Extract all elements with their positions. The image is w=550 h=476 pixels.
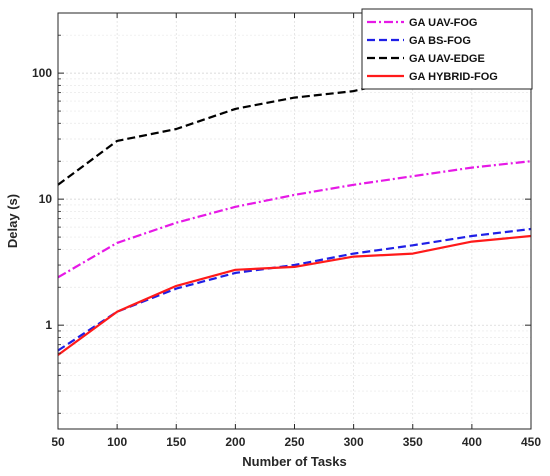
legend-label-ga-hybrid-fog: GA HYBRID-FOG: [409, 71, 498, 83]
x-tick-label: 200: [225, 435, 245, 449]
series-line-ga-hybrid-fog: [57, 234, 532, 356]
series-line-ga-uav-edge: [57, 64, 532, 186]
x-tick-label: 150: [166, 435, 186, 449]
x-tick-label: 100: [107, 435, 127, 449]
legend: GA UAV-FOG GA BS-FOG GA UAV-EDGE GA HYBRID-…: [361, 8, 533, 90]
series-lines: [57, 64, 532, 356]
tick-labels: 50 100 150 200 250 300 350 400 450 1 10 100: [32, 12, 541, 449]
x-axis-title: Number of Tasks: [242, 454, 347, 469]
x-tick-label: 50: [51, 435, 65, 449]
legend-label-ga-bs-fog: GA BS-FOG: [409, 35, 471, 47]
x-tick-label: 300: [344, 435, 364, 449]
legend-label-ga-uav-edge: GA UAV-EDGE: [409, 53, 485, 65]
x-tick-label: 250: [284, 435, 304, 449]
legend-label-ga-uav-fog: GA UAV-FOG: [409, 17, 477, 29]
x-tick-label: 450: [521, 435, 541, 449]
x-tick-label: 350: [403, 435, 423, 449]
y-axis-title: Delay (s): [5, 194, 20, 248]
x-tick-label: 400: [462, 435, 482, 449]
y-tick-label: 100: [32, 66, 52, 80]
y-tick-label: 10: [39, 192, 53, 206]
y-tick-label: 1: [45, 318, 52, 332]
series-line-ga-uav-fog: [57, 160, 532, 279]
